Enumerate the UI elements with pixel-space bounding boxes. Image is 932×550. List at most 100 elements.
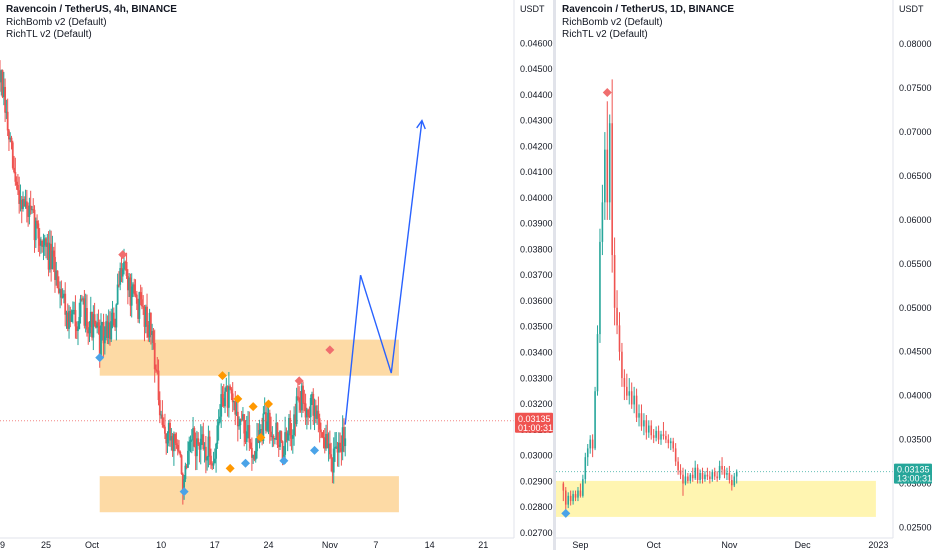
- candle: [125, 252, 128, 279]
- chart-1d-canvas[interactable]: USDT0.025000.030000.035000.040000.045000…: [556, 0, 932, 550]
- candle: [289, 410, 292, 447]
- candle-body: [22, 199, 24, 209]
- indicator-richtl-1d[interactable]: RichTL v2 (Default): [562, 29, 648, 40]
- candle-body: [15, 181, 18, 186]
- candle: [320, 422, 322, 439]
- candle-body: [312, 393, 315, 416]
- candle: [17, 174, 19, 196]
- candle-body: [17, 185, 19, 191]
- candle: [156, 356, 159, 375]
- candle-body: [189, 440, 192, 442]
- candle-body: [40, 240, 42, 246]
- candle: [32, 198, 35, 213]
- candle-body: [648, 425, 650, 433]
- candle-body: [19, 199, 22, 204]
- candle: [293, 406, 295, 446]
- candle-body: [235, 411, 238, 415]
- candle: [208, 430, 211, 466]
- candle-body: [183, 479, 186, 491]
- candle: [280, 430, 283, 444]
- candle-body: [672, 441, 675, 449]
- candle: [689, 472, 692, 484]
- candle-body: [217, 421, 220, 426]
- candle: [227, 371, 230, 418]
- candle: [327, 432, 330, 462]
- price-axis-unit: USDT: [899, 4, 924, 14]
- price-axis-unit: USDT: [520, 4, 545, 14]
- candle-body: [83, 298, 86, 326]
- candle-body: [335, 446, 338, 448]
- candle: [328, 430, 331, 460]
- candle-body: [213, 458, 216, 464]
- candle: [667, 434, 670, 449]
- indicator-richbomb-4h[interactable]: RichBomb v2 (Default): [6, 16, 107, 28]
- candle: [38, 228, 41, 257]
- candle: [68, 305, 70, 339]
- chart-title-4h: Ravencoin / TetherUS, 4h, BINANCE: [6, 4, 177, 15]
- candle-body: [1, 70, 4, 97]
- markers-layer: [95, 250, 335, 497]
- indicator-richbomb-1d[interactable]: RichBomb v2 (Default): [562, 16, 663, 28]
- candle: [684, 469, 687, 486]
- candle-body: [339, 442, 342, 448]
- candle: [662, 422, 665, 440]
- candle: [119, 262, 122, 291]
- candle: [325, 424, 327, 451]
- time-tick-label: 21: [478, 540, 488, 550]
- candle-body: [665, 436, 667, 440]
- candle-body: [302, 385, 304, 403]
- candle-body: [24, 201, 27, 207]
- candle-body: [219, 416, 221, 422]
- candle: [238, 416, 240, 430]
- indicator-richtl-4h[interactable]: RichTL v2 (Default): [6, 29, 92, 40]
- candle-body: [210, 455, 212, 465]
- candle-body: [584, 457, 587, 480]
- candle: [682, 467, 684, 496]
- candle-body: [8, 130, 10, 140]
- candle: [339, 432, 342, 453]
- candle: [137, 298, 139, 323]
- candle-body: [608, 123, 611, 203]
- candle-body: [285, 432, 288, 441]
- candle: [155, 364, 157, 373]
- candle: [290, 423, 293, 451]
- candle-body: [51, 250, 54, 270]
- candle: [276, 422, 279, 448]
- candle-body: [295, 396, 298, 424]
- chart-4h-canvas[interactable]: USDT0.027000.028000.029000.030000.031000…: [0, 0, 553, 550]
- candle-body: [123, 261, 125, 270]
- candle-body: [18, 190, 21, 204]
- candle-body: [201, 434, 203, 439]
- chart-panel-4h[interactable]: USDT0.027000.028000.029000.030000.031000…: [0, 0, 553, 550]
- candle-body: [128, 277, 131, 291]
- candle: [701, 467, 704, 484]
- candle-body: [286, 433, 289, 441]
- candle: [89, 296, 92, 337]
- candle-body: [9, 137, 12, 140]
- candle: [244, 420, 247, 445]
- candle-body: [46, 242, 49, 247]
- candle: [643, 413, 645, 436]
- candle-body: [190, 439, 193, 441]
- candle-body: [243, 414, 246, 434]
- candle-body: [134, 293, 137, 295]
- candle-body: [50, 243, 53, 270]
- candle: [217, 409, 220, 441]
- chart-panel-1d[interactable]: USDT0.025000.030000.035000.040000.045000…: [556, 0, 932, 550]
- candle-body: [318, 418, 321, 430]
- candle: [11, 140, 14, 170]
- bar-countdown: 01:00:31: [518, 423, 553, 433]
- price-tick-label: 0.04300: [520, 116, 553, 126]
- time-tick-label: 19: [0, 540, 5, 550]
- candle-body: [178, 450, 180, 452]
- candle: [731, 474, 733, 491]
- candle-body: [265, 412, 267, 431]
- candle-body: [203, 446, 206, 449]
- panel-divider[interactable]: [553, 0, 556, 550]
- candle-body: [344, 438, 347, 447]
- price-tick-label: 0.03900: [520, 219, 553, 229]
- candle-body: [107, 322, 110, 338]
- candle-body: [60, 288, 63, 298]
- candle: [252, 454, 255, 464]
- candle: [240, 410, 243, 422]
